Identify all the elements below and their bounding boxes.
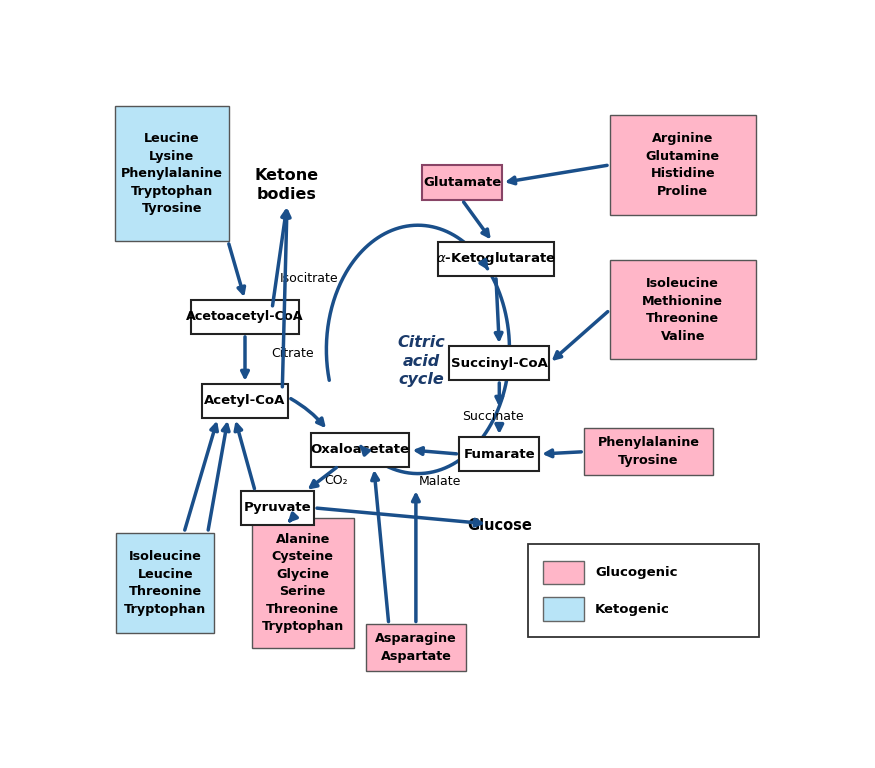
Text: Glutamate: Glutamate <box>423 176 501 189</box>
FancyBboxPatch shape <box>115 106 228 241</box>
Text: Arginine
Glutamine
Histidine
Proline: Arginine Glutamine Histidine Proline <box>646 132 720 197</box>
FancyBboxPatch shape <box>252 518 354 648</box>
FancyBboxPatch shape <box>459 437 539 472</box>
Text: Isoleucine
Leucine
Threonine
Tryptophan: Isoleucine Leucine Threonine Tryptophan <box>124 550 206 616</box>
FancyBboxPatch shape <box>610 115 756 214</box>
Text: Pyruvate: Pyruvate <box>244 502 312 515</box>
Text: $\alpha$-Ketoglutarate: $\alpha$-Ketoglutarate <box>436 250 556 267</box>
Text: Isocitrate: Isocitrate <box>280 272 339 285</box>
FancyBboxPatch shape <box>610 260 756 359</box>
FancyBboxPatch shape <box>543 598 584 621</box>
Text: Fumarate: Fumarate <box>464 448 536 461</box>
FancyBboxPatch shape <box>543 561 584 584</box>
Text: Acetoacetyl-CoA: Acetoacetyl-CoA <box>186 310 304 323</box>
FancyBboxPatch shape <box>201 384 289 418</box>
FancyBboxPatch shape <box>312 433 410 467</box>
FancyBboxPatch shape <box>191 300 299 334</box>
Text: Succinate: Succinate <box>462 409 523 422</box>
FancyBboxPatch shape <box>438 242 554 276</box>
Text: Glucose: Glucose <box>467 518 532 532</box>
Text: Phenylalanine
Tyrosine: Phenylalanine Tyrosine <box>598 436 699 467</box>
FancyBboxPatch shape <box>241 491 314 525</box>
Text: Acetyl-CoA: Acetyl-CoA <box>205 394 285 407</box>
Text: Leucine
Lysine
Phenylalanine
Tryptophan
Tyrosine: Leucine Lysine Phenylalanine Tryptophan … <box>121 132 223 215</box>
FancyBboxPatch shape <box>422 165 502 200</box>
Text: Alanine
Cysteine
Glycine
Serine
Threonine
Tryptophan: Alanine Cysteine Glycine Serine Threonin… <box>262 533 344 634</box>
Text: Glucogenic: Glucogenic <box>595 566 677 579</box>
Text: Asparagine
Aspartate: Asparagine Aspartate <box>375 632 457 663</box>
Text: Citric
acid
cycle: Citric acid cycle <box>397 335 445 387</box>
Text: Citrate: Citrate <box>271 347 314 360</box>
FancyBboxPatch shape <box>449 346 550 380</box>
Text: Oxaloacetate: Oxaloacetate <box>311 443 410 456</box>
FancyBboxPatch shape <box>528 544 759 637</box>
Text: CO₂: CO₂ <box>324 474 347 487</box>
Text: Ketone
bodies: Ketone bodies <box>255 168 319 202</box>
Text: Isoleucine
Methionine
Threonine
Valine: Isoleucine Methionine Threonine Valine <box>642 277 724 343</box>
Text: Ketogenic: Ketogenic <box>595 603 669 615</box>
Text: Malate: Malate <box>419 475 461 488</box>
FancyBboxPatch shape <box>584 428 713 475</box>
Text: Succinyl-CoA: Succinyl-CoA <box>451 356 548 369</box>
FancyBboxPatch shape <box>366 624 466 670</box>
FancyBboxPatch shape <box>116 533 214 634</box>
